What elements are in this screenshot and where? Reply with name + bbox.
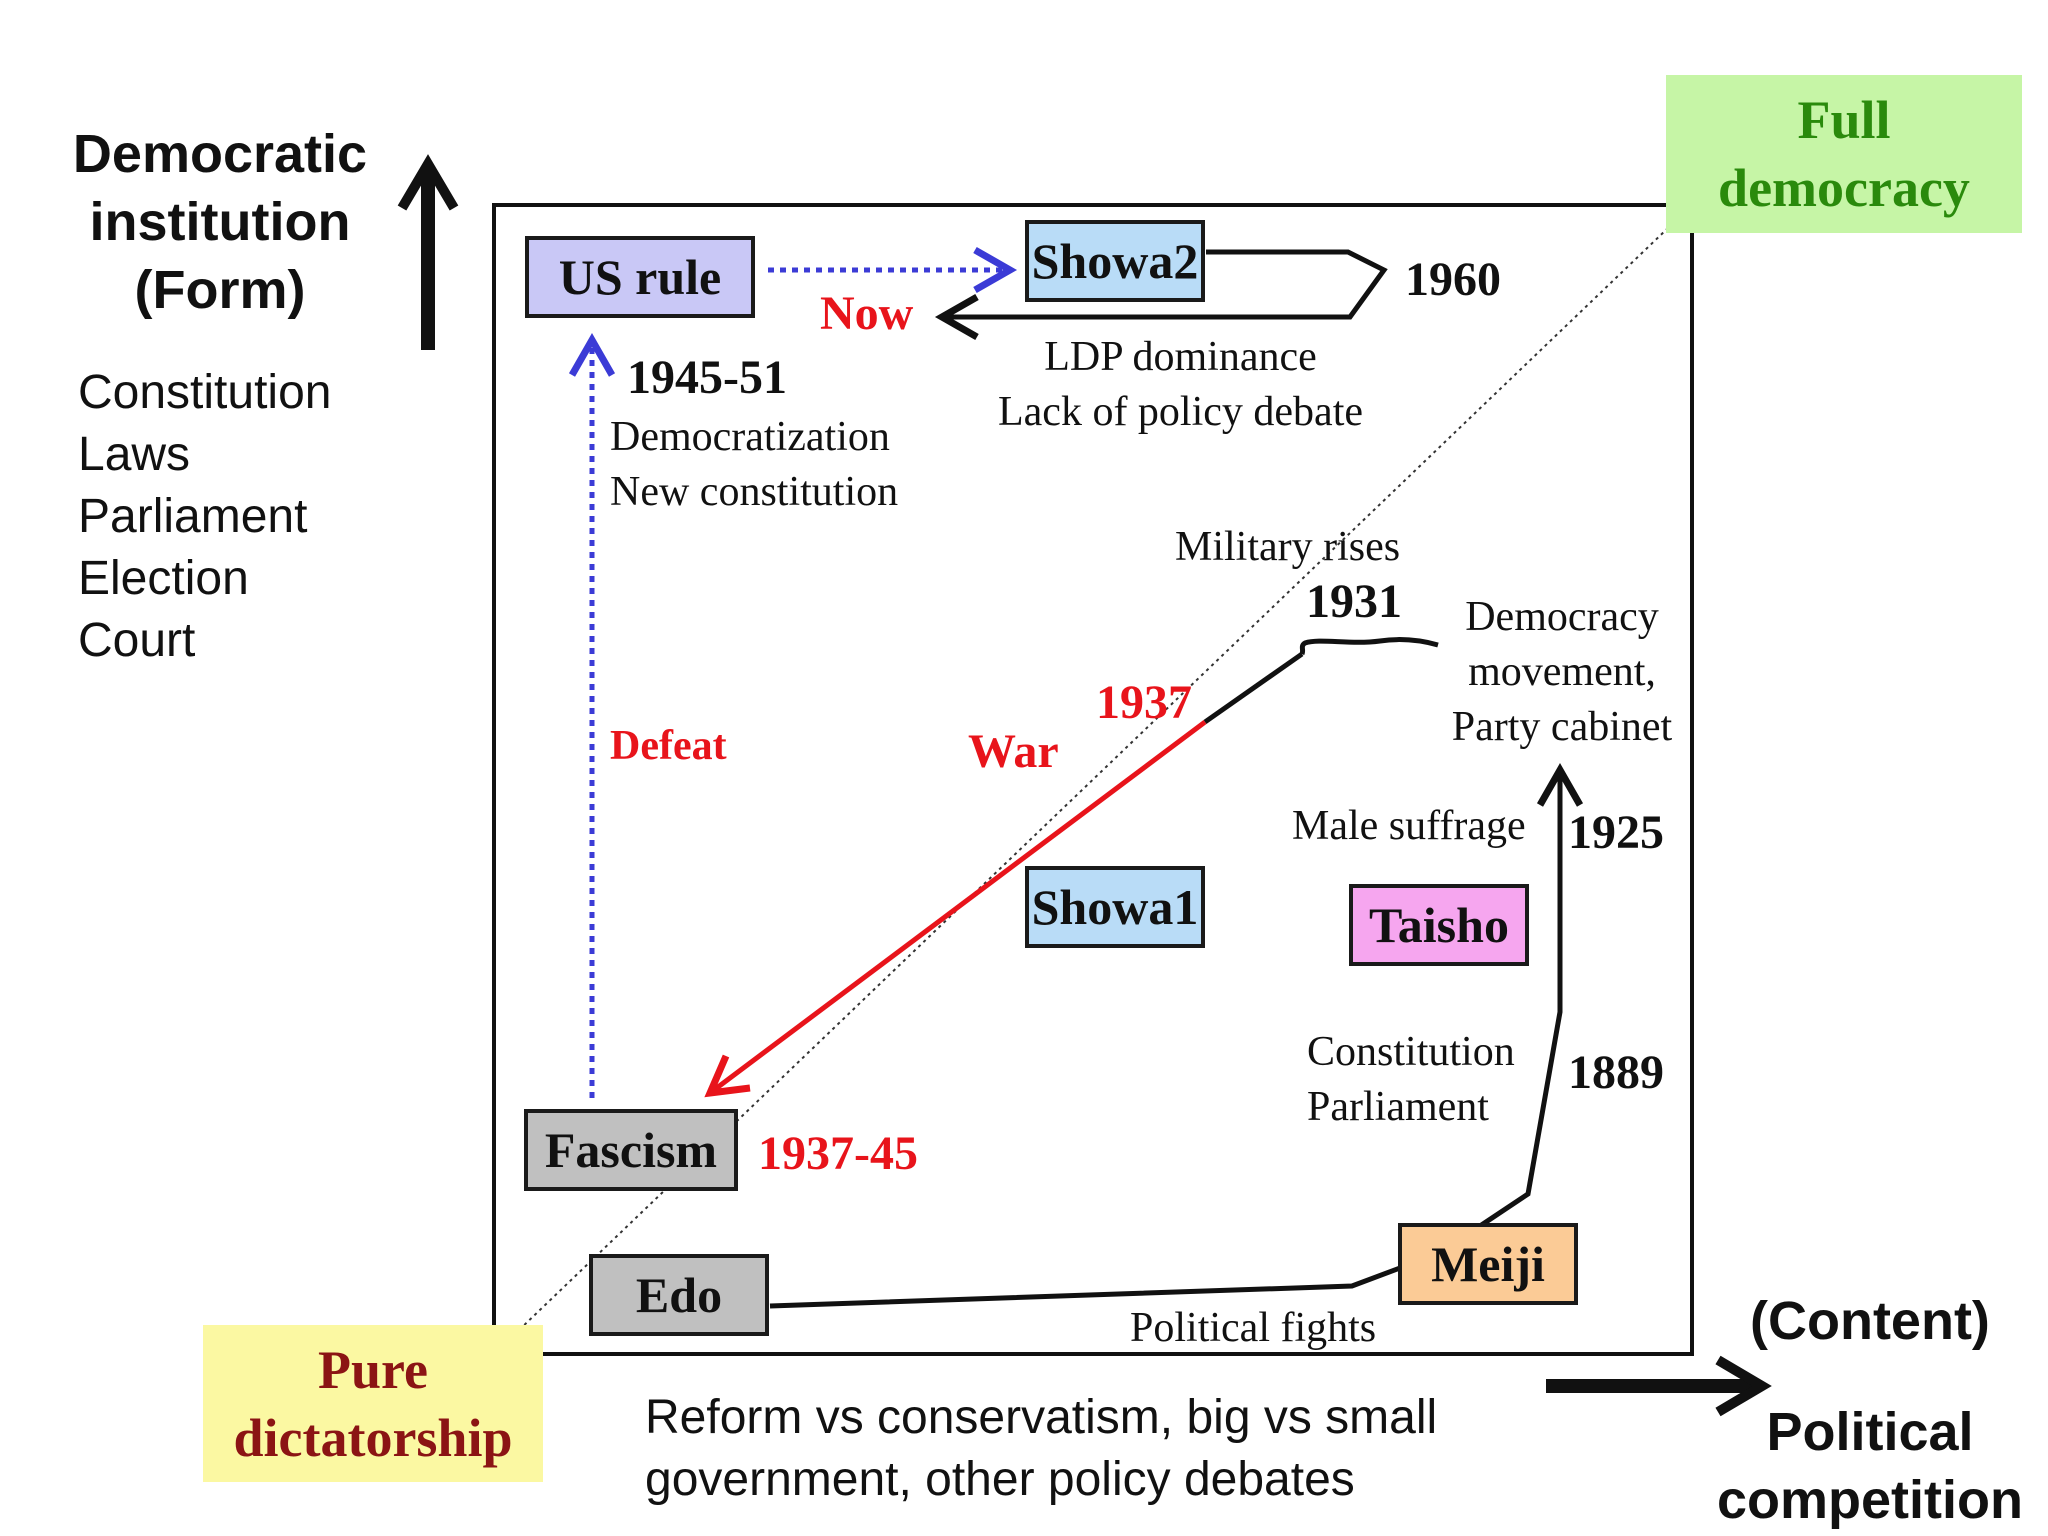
pure-dictatorship-line: dictatorship	[233, 1407, 513, 1468]
form-list-item: Laws	[78, 428, 191, 481]
democracy-movement-line: Democracy	[1465, 594, 1659, 640]
war-label: War	[968, 725, 1059, 778]
year-1960: 1960	[1405, 253, 1501, 306]
male-suffrage-label: Male suffrage	[1292, 803, 1526, 849]
form-list-item: Court	[78, 614, 196, 667]
year-1931: 1931	[1306, 575, 1402, 628]
arrow-right-icon	[1546, 1355, 1772, 1417]
year-1889: 1889	[1568, 1046, 1664, 1099]
democratization-annotation: Democratization New constitution	[610, 410, 898, 520]
showa2-1960-line	[934, 249, 1388, 341]
defeat-label: Defeat	[610, 723, 727, 769]
era-box-showa1: Showa1	[1025, 866, 1205, 948]
y-axis-title-line: institution	[89, 192, 351, 252]
military-rises-label: Military rises	[1175, 524, 1401, 570]
year-1937-45: 1937-45	[758, 1127, 918, 1180]
pure-dictatorship-label: Pure dictatorship	[203, 1325, 543, 1482]
constitution-parliament-line: Parliament	[1307, 1084, 1489, 1130]
year-1945-51: 1945-51	[627, 351, 787, 404]
edo-meiji-line	[769, 1265, 1401, 1309]
meiji-1925-line	[1478, 762, 1584, 1229]
democratization-line: New constitution	[610, 469, 899, 515]
democracy-movement-line: Party cabinet	[1451, 704, 1673, 750]
arrow-up-icon	[397, 154, 459, 350]
form-list: Constitution Laws Parliament Election Co…	[78, 362, 331, 672]
line-1931-1937	[1203, 651, 1304, 725]
x-axis-title-line: competition	[1717, 1470, 2023, 1530]
political-fights-label: Political fights	[1130, 1305, 1377, 1351]
full-democracy-line: Full	[1797, 90, 1891, 150]
war-line	[704, 719, 1207, 1098]
year-1937: 1937	[1096, 676, 1192, 729]
era-box-meiji: Meiji	[1398, 1223, 1578, 1305]
x-axis-description-line: Reform vs conservatism, big vs small	[645, 1391, 1438, 1444]
era-box-us-rule: US rule	[525, 236, 755, 318]
y-axis-title: Democratic institution (Form)	[40, 120, 400, 324]
form-list-item: Election	[78, 552, 249, 605]
era-box-edo: Edo	[589, 1254, 769, 1336]
ldp-annotation: LDP dominance Lack of policy debate	[998, 330, 1363, 440]
democracy-movement-line: movement,	[1468, 649, 1656, 695]
x-axis-title: Political competition	[1700, 1398, 2040, 1534]
constitution-parliament-line: Constitution	[1307, 1029, 1515, 1075]
diagram-frame	[492, 203, 1694, 1356]
x-axis-description-line: government, other policy debates	[645, 1453, 1355, 1506]
ldp-line: LDP dominance	[1044, 334, 1317, 380]
ldp-line: Lack of policy debate	[998, 389, 1363, 435]
democracy-1931-line	[1299, 637, 1439, 656]
now-label: Now	[820, 287, 914, 340]
form-list-item: Constitution	[78, 366, 332, 419]
democracy-movement-annotation: Democracy movement, Party cabinet	[1432, 590, 1692, 755]
constitution-parliament-annotation: Constitution Parliament	[1307, 1025, 1515, 1135]
x-axis-title-line: Political	[1766, 1402, 1974, 1462]
era-box-taisho: Taisho	[1349, 884, 1529, 966]
y-axis-title-line: Democratic	[72, 124, 368, 184]
full-democracy-line: democracy	[1718, 158, 1970, 218]
content-label: (Content)	[1750, 1291, 1990, 1351]
x-axis-description: Reform vs conservatism, big vs small gov…	[645, 1387, 1437, 1511]
year-1925: 1925	[1568, 806, 1664, 859]
pure-dictatorship-line: Pure	[318, 1339, 428, 1400]
era-box-showa2: Showa2	[1025, 220, 1205, 302]
full-democracy-label: Full democracy	[1666, 75, 2022, 233]
y-axis-title-line: (Form)	[134, 260, 306, 320]
form-list-item: Parliament	[78, 490, 308, 543]
democratization-line: Democratization	[610, 414, 890, 460]
era-box-fascism: Fascism	[524, 1109, 738, 1191]
